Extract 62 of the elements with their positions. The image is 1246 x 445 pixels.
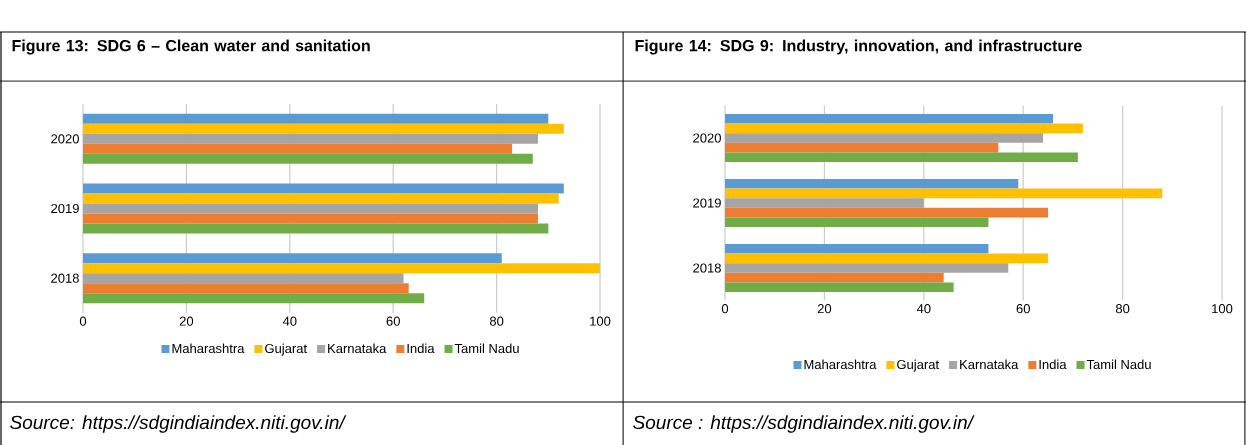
bar — [83, 213, 538, 224]
bar — [725, 123, 1083, 134]
legend-label: Karnataka — [328, 343, 387, 354]
bar — [725, 188, 1163, 199]
bar — [83, 253, 502, 264]
bar — [83, 203, 538, 214]
bar — [725, 207, 1049, 218]
bar — [725, 142, 999, 153]
legend-label: Tamil Nadu — [1086, 359, 1151, 370]
bar — [83, 123, 564, 134]
chart-title: Figure 14: SDG 9: Industry, innovation, and infrastructure — [635, 39, 1082, 55]
legend-label: Maharashtra — [172, 343, 245, 354]
legend-label: India — [1039, 359, 1067, 370]
bar — [83, 193, 559, 204]
legend-label: Gujarat — [265, 343, 307, 356]
bar — [725, 253, 1049, 264]
x-tick-label: 20 — [179, 316, 194, 326]
y-tick-label: 2019 — [693, 198, 721, 208]
x-tick-label: 40 — [282, 316, 297, 326]
bar — [83, 223, 549, 234]
bar — [725, 198, 924, 208]
x-tick-label: 80 — [1115, 304, 1130, 314]
legend-label: Karnataka — [960, 359, 1019, 370]
bar — [725, 263, 1009, 273]
bar — [83, 293, 425, 304]
x-tick-label: 60 — [386, 316, 400, 326]
y-tick-label: 2018 — [693, 263, 721, 273]
x-tick-label: 20 — [817, 304, 832, 314]
bar — [725, 244, 989, 254]
bar — [725, 179, 1019, 189]
x-tick-label: 80 — [489, 316, 504, 326]
bar — [725, 272, 944, 283]
x-tick-label: 60 — [1016, 304, 1030, 314]
x-tick-label: 0 — [721, 304, 729, 314]
y-tick-label: 2018 — [51, 273, 79, 283]
x-tick-label: 100 — [590, 316, 611, 326]
bar — [83, 183, 564, 194]
bar — [83, 113, 549, 124]
x-tick-label: 0 — [79, 316, 87, 326]
legend-label: India — [407, 343, 435, 354]
bar — [83, 273, 404, 284]
source-note: Source : https://sdgindiaindex.niti.gov.in/ — [633, 415, 975, 433]
y-tick-label: 2020 — [693, 133, 721, 143]
bar — [725, 282, 954, 292]
bar — [725, 152, 1078, 162]
bar — [725, 133, 1044, 143]
legend-label: Gujarat — [897, 359, 939, 372]
bar — [83, 143, 513, 154]
x-tick-label: 100 — [1212, 304, 1233, 314]
source-note: Source: https://sdgindiaindex.niti.gov.in/ — [10, 415, 347, 433]
bar — [83, 133, 538, 144]
y-tick-label: 2019 — [51, 203, 79, 214]
bar — [83, 283, 409, 294]
bar — [725, 217, 989, 227]
bar — [725, 114, 1054, 124]
bar — [83, 263, 601, 274]
bar — [83, 153, 533, 164]
legend-label: Tamil Nadu — [454, 343, 519, 354]
y-tick-label: 2020 — [51, 134, 79, 144]
chart-title: Figure 13: SDG 6 – Clean water and sanitation — [12, 39, 370, 55]
legend-label: Maharashtra — [804, 359, 877, 370]
x-tick-label: 40 — [916, 304, 931, 314]
